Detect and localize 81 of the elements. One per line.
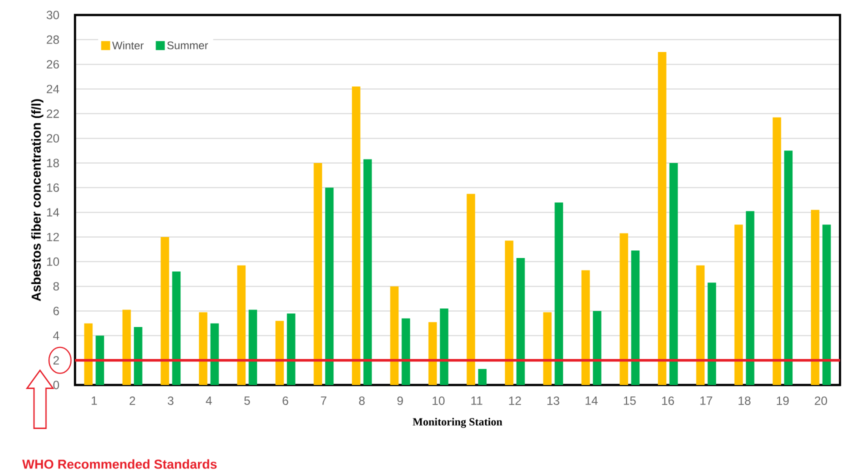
bar	[734, 224, 743, 385]
x-tick-label: 4	[206, 396, 212, 405]
bar	[658, 52, 666, 385]
bar	[96, 336, 104, 385]
y-tick-label: 10	[47, 257, 60, 266]
x-axis-title: Monitoring Station	[412, 418, 502, 428]
x-tick-label: 14	[586, 396, 598, 405]
bar	[275, 320, 284, 385]
x-tick-label: 12	[509, 396, 521, 405]
bar	[286, 313, 296, 385]
bar	[504, 240, 514, 385]
bar	[210, 323, 219, 385]
bar	[696, 265, 705, 385]
x-tick-label: 15	[624, 396, 636, 405]
x-tick-label: 9	[397, 396, 403, 405]
y-tick-label: 24	[46, 84, 60, 94]
x-tick-label: 20	[814, 396, 828, 405]
x-tick-label: 17	[700, 396, 712, 405]
bar	[620, 233, 628, 385]
bar	[784, 150, 793, 385]
x-tick-label: 18	[738, 396, 751, 405]
x-tick-label: 2	[130, 396, 136, 405]
bar	[363, 159, 372, 385]
y-tick-label: 12	[47, 232, 59, 242]
bar	[810, 210, 820, 385]
y-tick-label: 30	[46, 10, 60, 20]
bar	[160, 236, 170, 385]
legend-label: Winter	[112, 41, 144, 50]
x-tick-label: 11	[471, 396, 482, 405]
y-tick-label: 4	[53, 332, 60, 340]
y-tick-label: 6	[53, 306, 59, 316]
bar	[478, 368, 487, 385]
y-axis-title: Asbestos fiber concentration (f/l)	[31, 99, 44, 302]
bar	[402, 318, 410, 385]
bar	[554, 202, 564, 385]
x-tick-label: 5	[244, 396, 250, 405]
y-tick-label: 16	[47, 183, 59, 192]
x-tick-label: 13	[547, 396, 560, 405]
y-tick-label: 2	[53, 356, 59, 364]
x-tick-label: 1	[92, 396, 97, 405]
x-tick-label: 8	[359, 396, 365, 405]
bar	[772, 117, 782, 385]
bar	[428, 322, 437, 385]
bar	[440, 308, 448, 385]
legend-label: Summer	[167, 42, 208, 50]
x-tick-label: 7	[320, 396, 326, 405]
bar	[390, 286, 399, 385]
y-tick-label: 20	[46, 134, 60, 143]
bar	[325, 188, 334, 385]
bar	[172, 272, 181, 385]
x-tick-label: 3	[168, 396, 174, 405]
y-tick-label: 22	[46, 109, 59, 118]
y-tick-label: 28	[46, 35, 59, 44]
x-tick-label: 6	[282, 396, 288, 405]
y-tick-label: 18	[47, 158, 59, 168]
bar	[352, 86, 360, 385]
bar	[314, 162, 322, 385]
bar	[516, 258, 525, 385]
bar	[592, 310, 602, 385]
x-tick-label: 10	[432, 396, 445, 405]
x-tick-label: 16	[662, 396, 674, 405]
y-tick-label: 14	[47, 208, 60, 216]
ref-line-label: WHO Recommended Standards	[22, 459, 217, 469]
bar	[466, 194, 476, 385]
bar	[746, 211, 754, 385]
bar	[248, 310, 258, 385]
bar	[134, 327, 142, 385]
bar	[631, 250, 640, 385]
bar	[581, 270, 590, 385]
y-tick-label: 0	[53, 380, 60, 390]
x-tick-label: 19	[776, 396, 789, 405]
bar	[822, 224, 831, 385]
bar	[84, 323, 93, 385]
bar	[708, 282, 716, 385]
bar	[122, 310, 131, 385]
y-tick-label: 26	[46, 60, 59, 69]
y-tick-label: 8	[53, 282, 59, 291]
bar	[198, 312, 208, 385]
bar	[669, 162, 678, 385]
bar	[237, 265, 246, 385]
bar	[543, 312, 552, 385]
